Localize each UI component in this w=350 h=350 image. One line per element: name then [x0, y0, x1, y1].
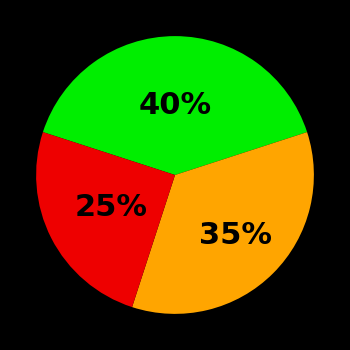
Wedge shape [36, 132, 175, 307]
Wedge shape [132, 132, 314, 314]
Wedge shape [43, 36, 307, 175]
Text: 40%: 40% [139, 91, 211, 120]
Text: 25%: 25% [74, 193, 147, 222]
Text: 35%: 35% [199, 222, 272, 250]
